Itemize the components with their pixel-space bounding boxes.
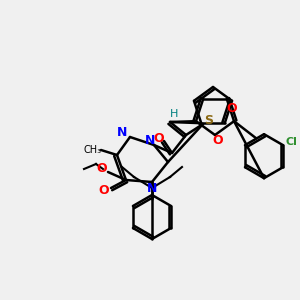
Text: N: N (147, 182, 157, 196)
Text: N: N (117, 127, 127, 140)
Text: N: N (145, 134, 155, 148)
Text: O: O (99, 184, 109, 197)
Text: O: O (97, 163, 107, 176)
Text: S: S (205, 115, 214, 128)
Text: O: O (227, 102, 237, 115)
Text: CH₃: CH₃ (84, 145, 102, 155)
Text: O: O (154, 131, 164, 145)
Text: O: O (213, 134, 223, 146)
Text: Cl: Cl (285, 137, 297, 147)
Text: H: H (170, 109, 178, 119)
